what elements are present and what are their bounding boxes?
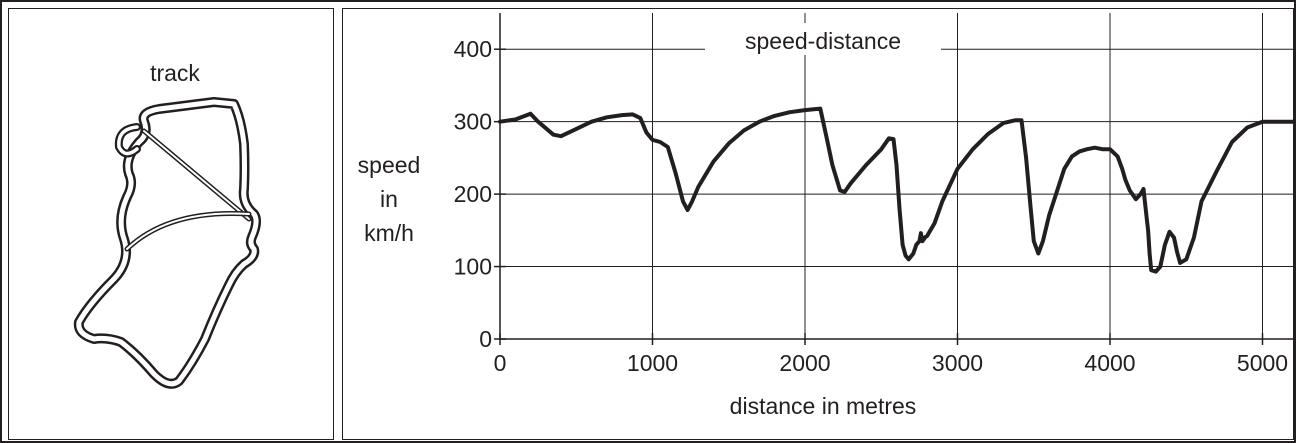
y-tick-label-100: 100 — [454, 254, 492, 280]
y-axis-label-line-2: in — [380, 186, 398, 212]
track-panel: track — [8, 8, 334, 440]
tick-labels: 0 1000 2000 3000 4000 5000 0 100 200 300 400 — [454, 36, 1288, 376]
y-tick-label-400: 400 — [454, 36, 492, 62]
y-axis-label-line-3: km/h — [364, 220, 414, 246]
chart-panel: 0 1000 2000 3000 4000 5000 0 100 200 300 400 speed… — [342, 8, 1295, 440]
y-tick-label-300: 300 — [454, 109, 492, 135]
x-tick-label-2000: 2000 — [779, 350, 830, 376]
x-tick-label-5000: 5000 — [1237, 350, 1288, 376]
y-axis-label-line-1: speed — [358, 152, 421, 178]
y-tick-label-0: 0 — [479, 326, 492, 352]
x-tick-label-1000: 1000 — [627, 350, 678, 376]
speed-series-line — [498, 106, 1295, 274]
x-tick-label-3000: 3000 — [932, 350, 983, 376]
x-tick-label-0: 0 — [494, 350, 507, 376]
speed-distance-chart: 0 1000 2000 3000 4000 5000 0 100 200 300 400 speed… — [358, 13, 1295, 419]
x-axis-label: distance in metres — [730, 393, 917, 419]
track-outline — [73, 97, 262, 389]
axes — [494, 13, 1293, 345]
y-tick-label-200: 200 — [454, 181, 492, 207]
track-title: track — [150, 60, 200, 86]
track-diagram: track — [73, 60, 262, 389]
title-background — [705, 23, 941, 55]
x-tick-label-4000: 4000 — [1084, 350, 1135, 376]
chart-title: speed-distance — [745, 28, 901, 54]
